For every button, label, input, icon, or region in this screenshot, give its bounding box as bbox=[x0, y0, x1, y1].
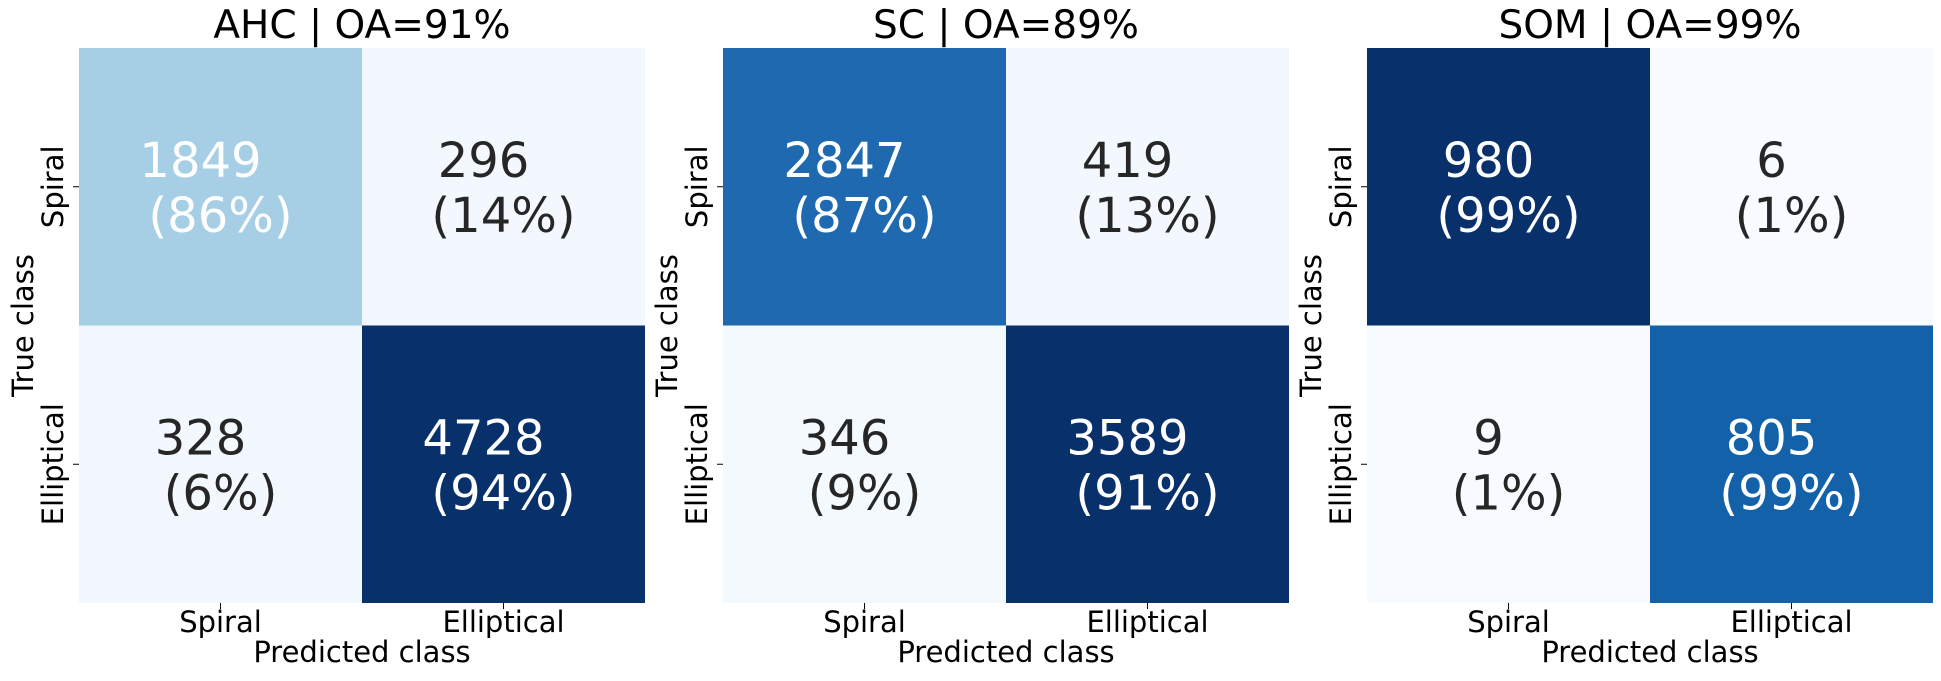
heatmap-cell bbox=[1006, 48, 1289, 326]
cell-count-label: 296 bbox=[438, 133, 530, 189]
y-tick-label: Spiral bbox=[680, 145, 714, 228]
cell-count-label: 6 bbox=[1756, 133, 1787, 189]
heatmap-cell bbox=[1650, 48, 1933, 326]
cell-count-label: 346 bbox=[799, 410, 891, 466]
chart-title: AHC | OA=91% bbox=[213, 3, 510, 48]
y-axis-label: True class bbox=[6, 254, 40, 398]
heatmap-cell bbox=[362, 325, 645, 603]
y-tick-label: Spiral bbox=[36, 145, 70, 228]
cell-percent-label: (87%) bbox=[792, 188, 936, 244]
y-tick-label: Elliptical bbox=[680, 403, 714, 525]
cell-count-label: 4728 bbox=[422, 410, 544, 466]
cell-count-label: 328 bbox=[155, 410, 247, 466]
x-axis-label: Predicted class bbox=[253, 635, 470, 669]
x-tick-label: Elliptical bbox=[1730, 605, 1852, 639]
y-axis-label: True class bbox=[650, 254, 684, 398]
heatmap-cell bbox=[1367, 48, 1650, 326]
cell-count-label: 2847 bbox=[783, 133, 905, 189]
cell-count-label: 9 bbox=[1473, 410, 1504, 466]
heatmap-cell bbox=[1367, 325, 1650, 603]
heatmap-cell bbox=[1650, 325, 1933, 603]
cell-count-label: 1849 bbox=[139, 133, 261, 189]
cell-percent-label: (99%) bbox=[1719, 465, 1863, 521]
cell-percent-label: (6%) bbox=[164, 465, 278, 521]
x-axis-label: Predicted class bbox=[1541, 635, 1758, 669]
cell-percent-label: (1%) bbox=[1452, 465, 1566, 521]
heatmap-cell bbox=[1006, 325, 1289, 603]
cell-percent-label: (9%) bbox=[808, 465, 922, 521]
confusion-matrix-ahc: AHC | OA=91% 1849(86%) 296(14%) 328(6%) 4728… bbox=[6, 3, 645, 669]
x-tick-label: Spiral bbox=[1467, 605, 1550, 639]
x-tick-label: Spiral bbox=[179, 605, 262, 639]
cell-percent-label: (14%) bbox=[431, 188, 575, 244]
heatmap-cell bbox=[723, 48, 1006, 326]
y-tick-label: Spiral bbox=[1324, 145, 1358, 228]
y-axis-label: True class bbox=[1294, 254, 1328, 398]
cell-count-label: 805 bbox=[1726, 410, 1818, 466]
x-axis-label: Predicted class bbox=[897, 635, 1114, 669]
chart-title: SOM | OA=99% bbox=[1498, 3, 1801, 48]
x-tick-label: Elliptical bbox=[1086, 605, 1208, 639]
y-tick-label: Elliptical bbox=[36, 403, 70, 525]
cell-percent-label: (86%) bbox=[148, 188, 292, 244]
confusion-matrix-sc: SC | OA=89% 2847(87%) 419(13%) 346(9%) 3589(… bbox=[650, 3, 1289, 669]
cell-percent-label: (99%) bbox=[1436, 188, 1580, 244]
cell-percent-label: (1%) bbox=[1735, 188, 1849, 244]
heatmap-cell bbox=[79, 325, 362, 603]
cell-count-label: 980 bbox=[1443, 133, 1535, 189]
chart-title: SC | OA=89% bbox=[873, 3, 1139, 48]
cell-percent-label: (94%) bbox=[431, 465, 575, 521]
cell-count-label: 419 bbox=[1082, 133, 1174, 189]
heatmap-cell bbox=[79, 48, 362, 326]
cell-count-label: 3589 bbox=[1066, 410, 1188, 466]
heatmap-cell bbox=[723, 325, 1006, 603]
x-tick-label: Spiral bbox=[823, 605, 906, 639]
confusion-matrix-som: SOM | OA=99%980(99%)6(1%)9(1%)805(99%)Sp… bbox=[1294, 3, 1933, 669]
cell-percent-label: (13%) bbox=[1075, 188, 1219, 244]
y-tick-label: Elliptical bbox=[1324, 403, 1358, 525]
x-tick-label: Elliptical bbox=[442, 605, 564, 639]
heatmap-cell bbox=[362, 48, 645, 326]
cell-percent-label: (91%) bbox=[1075, 465, 1219, 521]
